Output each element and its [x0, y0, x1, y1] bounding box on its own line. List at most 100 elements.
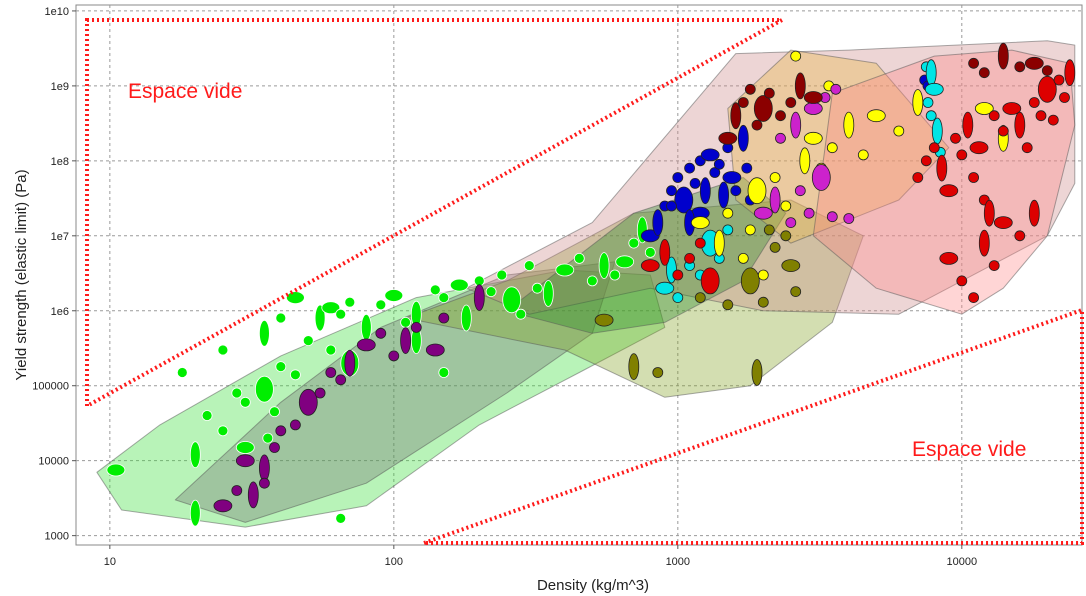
data-point [737, 124, 749, 152]
data-point [769, 172, 781, 183]
data-point [939, 184, 959, 198]
data-point [713, 229, 725, 257]
data-point [700, 267, 720, 295]
data-point [757, 296, 769, 308]
data-point [978, 229, 990, 257]
data-point [924, 82, 944, 96]
data-point [718, 181, 729, 209]
data-point [640, 259, 660, 273]
data-point [375, 327, 387, 339]
data-point [826, 142, 838, 154]
data-point [744, 83, 756, 95]
data-point [737, 252, 749, 264]
data-point [751, 119, 763, 131]
data-point [769, 186, 781, 214]
data-point [939, 251, 959, 265]
data-point [893, 125, 905, 137]
data-point [763, 87, 775, 99]
data-point [722, 224, 734, 236]
data-point [775, 110, 786, 122]
y-tick-label: 1e9 [51, 81, 69, 93]
data-point [826, 211, 838, 223]
data-point [321, 301, 341, 315]
data-point [586, 275, 598, 287]
data-point [573, 252, 585, 264]
data-point [542, 280, 554, 307]
data-point [968, 57, 979, 69]
data-point [968, 292, 979, 304]
data-point [722, 171, 742, 184]
data-point [235, 454, 255, 468]
data-point [753, 206, 773, 220]
data-point [775, 132, 786, 144]
data-point [709, 167, 721, 178]
data-point [106, 463, 126, 477]
data-point [950, 132, 961, 144]
data-point [325, 344, 337, 356]
data-point [598, 252, 610, 280]
data-point [438, 292, 450, 304]
data-point [400, 327, 412, 355]
data-point [744, 224, 756, 236]
data-point [438, 367, 450, 378]
data-point [659, 238, 671, 266]
data-point [751, 359, 763, 386]
y-tick-label: 100000 [32, 381, 69, 393]
data-point [1035, 110, 1047, 122]
y-axis-title: Yield strength (elastic limit) (Pa) [13, 169, 30, 380]
data-point [974, 102, 994, 115]
data-point [298, 388, 318, 416]
data-point [652, 209, 664, 237]
y-tick-label: 1e6 [51, 306, 69, 318]
data-point [496, 269, 508, 281]
data-point [722, 207, 734, 219]
data-point [978, 67, 990, 79]
data-point [866, 109, 886, 123]
data-point [753, 95, 773, 122]
data-point [968, 172, 979, 183]
data-point [843, 111, 855, 139]
y-tick-label: 1e7 [51, 231, 69, 243]
data-point [269, 442, 280, 453]
data-point [666, 185, 677, 197]
data-point [912, 89, 924, 116]
y-tick-label: 1000 [45, 531, 69, 543]
material-envelopes [96, 40, 1076, 528]
data-point [655, 281, 675, 295]
data-point [217, 425, 229, 437]
annotation-empty-space-lower: Espace vide [912, 438, 1026, 461]
data-point [794, 72, 806, 100]
data-point [485, 286, 497, 298]
data-point [969, 141, 989, 155]
data-point [344, 349, 356, 377]
data-point [699, 177, 711, 205]
data-point [936, 154, 948, 182]
data-point [258, 477, 270, 489]
data-point [344, 296, 356, 308]
data-point [258, 319, 270, 347]
empty-space-region-lower [423, 307, 1084, 545]
data-point [956, 275, 968, 287]
data-point [769, 241, 781, 253]
data-point [737, 97, 749, 108]
data-point [289, 369, 301, 381]
data-point [700, 148, 720, 162]
data-point [988, 260, 1000, 272]
data-point [983, 199, 995, 227]
data-point [400, 316, 412, 328]
x-tick-label: 10 [104, 556, 116, 568]
y-axis-ticks: 1000 10000 100000 1e6 1e7 1e8 1e9 1e10 [32, 6, 76, 543]
data-point [730, 185, 742, 197]
data-point [790, 111, 802, 139]
data-point [718, 131, 738, 145]
data-point [1037, 75, 1057, 103]
data-point [375, 299, 387, 311]
data-point [674, 186, 694, 214]
data-point [1041, 65, 1053, 76]
data-point [857, 149, 869, 161]
data-point [628, 353, 640, 381]
annotation-empty-space-upper: Espace vide [128, 80, 242, 103]
data-point [609, 269, 621, 281]
material-envelope-1 [174, 261, 616, 523]
